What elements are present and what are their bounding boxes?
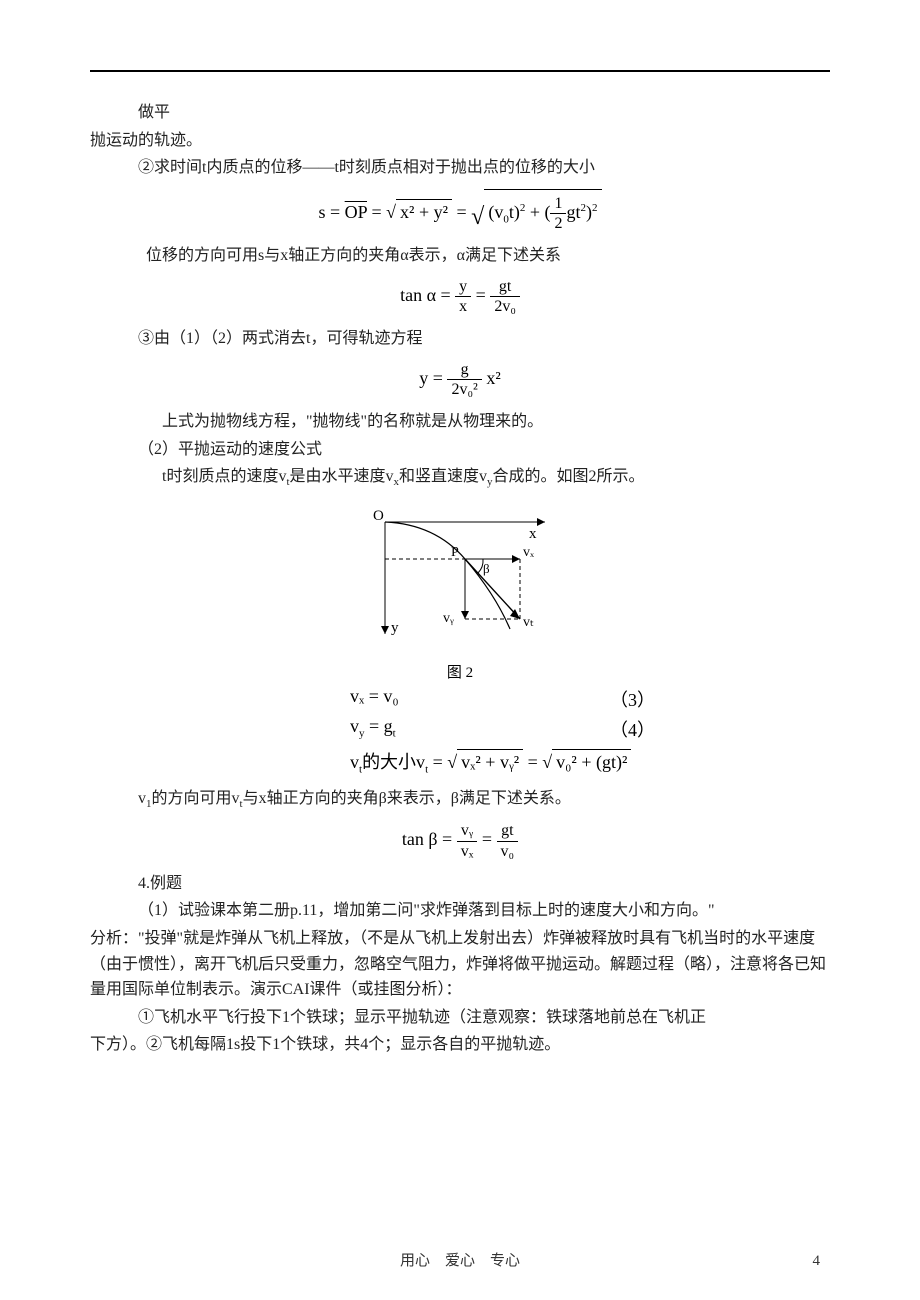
figure-caption: 图 2: [90, 661, 830, 682]
velocity-diagram-svg: O x y P β vₓ vᵧ vₜ: [355, 504, 565, 654]
page-number: 4: [813, 1253, 821, 1270]
figure-2: O x y P β vₓ vᵧ vₜ 图 2: [90, 504, 830, 682]
line-item2: ②求时间t内质点的位移——t时刻质点相对于抛出点的位移的大小: [90, 155, 830, 181]
svg-text:P: P: [451, 545, 459, 560]
line-zuoping: 做平: [90, 100, 830, 126]
equation-3: vₓ = v₀ （3）: [90, 686, 830, 712]
line-analysis: 分析："投弹"就是炸弹从飞机上释放，（不是从飞机上发射出去）炸弹被释放时具有飞机…: [90, 926, 830, 1003]
svg-text:vₓ: vₓ: [523, 545, 535, 560]
svg-text:β: β: [483, 561, 490, 576]
line-cai-2: 下方）。②飞机每隔1s投下1个铁球，共4个；显示各自的平抛轨迹。: [90, 1032, 830, 1058]
formula-vt-magnitude: vt的大小vt = √vₓ² + vᵧ² = √v₀² + (gt)²: [90, 748, 830, 776]
line-item3: ③由（1）（2）两式消去t，可得轨迹方程: [90, 326, 830, 352]
svg-text:x: x: [529, 526, 537, 542]
page-footer: 用心 爱心 专心: [0, 1249, 920, 1270]
line-parabola-note: 上式为抛物线方程，"抛物线"的名称就是从物理来的。: [90, 409, 830, 435]
line-direction-beta: v1的方向可用vt与x轴正方向的夹角β来表示，β满足下述关系。: [90, 786, 830, 814]
line-speed-desc: t时刻质点的速度vt是由水平速度vx和竖直速度vy合成的。如图2所示。: [90, 464, 830, 492]
line-heading-speed: （2）平抛运动的速度公式: [90, 437, 830, 463]
line-direction-alpha: 位移的方向可用s与x轴正方向的夹角α表示，α满足下述关系: [90, 243, 830, 269]
line-example-1: （1）试验课本第二册p.11，增加第二问"求炸弹落到目标上时的速度大小和方向。": [90, 898, 830, 924]
line-cai-1: ①飞机水平飞行投下1个铁球；显示平抛轨迹（注意观察：铁球落地前总在飞机正: [90, 1005, 830, 1031]
formula-displacement: s = OP = √x² + y² = √ (v0t)2 + (12gt2)2: [90, 189, 830, 233]
line-paoyundong: 抛运动的轨迹。: [90, 128, 830, 154]
svg-text:vᵧ: vᵧ: [443, 611, 454, 626]
equation-4: vy = gt （4）: [90, 716, 830, 742]
heading-example: 4.例题: [90, 871, 830, 897]
formula-tan-alpha: tan α = yx = gt2v₀: [90, 277, 830, 316]
svg-text:vₜ: vₜ: [523, 615, 534, 630]
svg-text:y: y: [391, 620, 399, 636]
svg-text:O: O: [373, 508, 384, 524]
formula-trajectory: y = g2v₀² x²: [90, 360, 830, 399]
formula-tan-beta: tan β = vᵧvₓ = gtv₀: [90, 821, 830, 860]
